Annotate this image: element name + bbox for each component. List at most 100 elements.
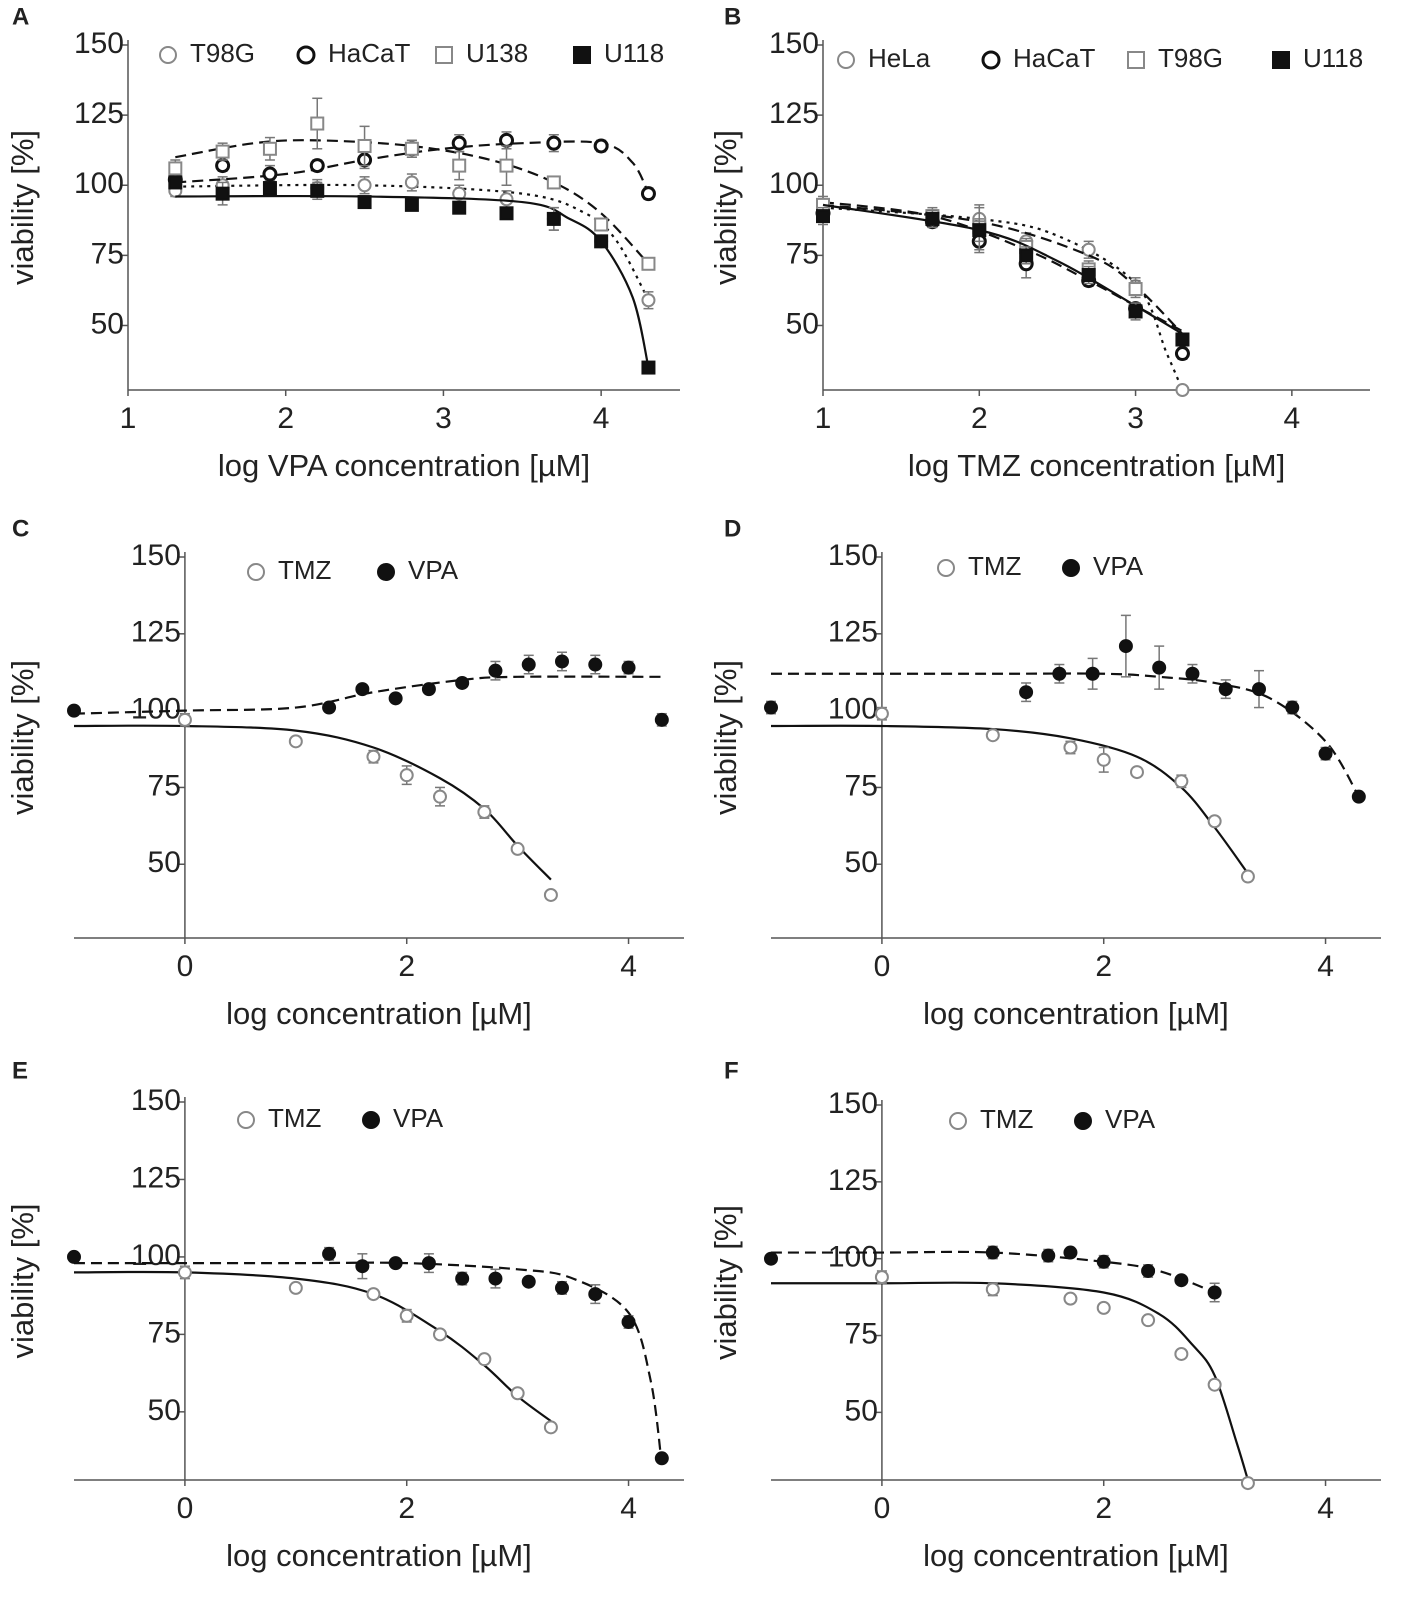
x-tick-label: 1 bbox=[815, 402, 832, 435]
marker bbox=[452, 200, 467, 215]
marker bbox=[404, 197, 419, 212]
x-axis-label: log concentration [µM] bbox=[923, 1538, 1229, 1573]
marker bbox=[499, 206, 514, 221]
x-tick-label: 2 bbox=[971, 402, 988, 435]
marker bbox=[215, 158, 231, 174]
panel-label: D bbox=[724, 515, 741, 542]
y-tick-label: 100 bbox=[828, 1241, 878, 1274]
marker bbox=[816, 209, 830, 224]
marker bbox=[1351, 789, 1366, 804]
y-tick-label: 125 bbox=[828, 616, 878, 649]
fit-curve bbox=[175, 139, 650, 265]
marker bbox=[1174, 774, 1189, 789]
marker bbox=[404, 175, 419, 190]
y-tick-label: 75 bbox=[845, 1317, 878, 1350]
legend-marker bbox=[573, 46, 591, 64]
y-tick-label: 125 bbox=[828, 1164, 878, 1197]
y-tick-label: 125 bbox=[131, 1161, 181, 1194]
panel: C 50 75 100 125 150 0 2 4 log concentration [µM] v… bbox=[5, 515, 684, 1031]
marker bbox=[1096, 1254, 1111, 1269]
fit-curve bbox=[771, 1250, 1216, 1294]
y-axis-label: viability [%] bbox=[708, 130, 743, 285]
legend-marker bbox=[837, 51, 855, 69]
marker bbox=[641, 360, 656, 375]
marker bbox=[1174, 1273, 1189, 1288]
marker bbox=[874, 1270, 889, 1285]
marker bbox=[357, 138, 372, 153]
y-tick-label: 50 bbox=[845, 846, 878, 879]
marker bbox=[499, 192, 514, 207]
legend-marker bbox=[362, 1111, 380, 1129]
marker bbox=[1019, 248, 1034, 263]
marker bbox=[1063, 740, 1078, 755]
y-tick-label: 100 bbox=[74, 167, 124, 200]
marker bbox=[1081, 268, 1096, 282]
marker bbox=[1252, 682, 1266, 697]
y-tick-label: 50 bbox=[148, 846, 181, 879]
marker bbox=[1118, 639, 1133, 654]
panel: D 50 75 100 125 150 0 2 4 log concentration [µM] v… bbox=[708, 515, 1381, 1031]
marker bbox=[510, 841, 525, 856]
fit-curve bbox=[73, 675, 662, 715]
marker bbox=[985, 728, 1000, 743]
marker bbox=[355, 1259, 370, 1274]
marker bbox=[1285, 700, 1300, 715]
y-tick-label: 50 bbox=[845, 1394, 878, 1427]
marker bbox=[1207, 1285, 1222, 1300]
marker bbox=[1318, 746, 1333, 761]
marker bbox=[433, 789, 447, 804]
marker bbox=[641, 293, 656, 308]
marker bbox=[1130, 765, 1144, 780]
fit-curve bbox=[822, 203, 1184, 335]
panel: E 50 75 100 125 150 0 2 4 log concentration [µM] v… bbox=[5, 1057, 684, 1573]
marker bbox=[215, 144, 230, 159]
y-tick-label: 150 bbox=[131, 539, 181, 572]
marker bbox=[510, 1386, 525, 1401]
marker bbox=[1240, 1476, 1255, 1491]
marker bbox=[499, 158, 514, 173]
y-axis-label: viability [%] bbox=[5, 1203, 40, 1358]
marker bbox=[455, 675, 470, 690]
marker bbox=[1081, 242, 1096, 257]
marker bbox=[985, 1282, 1000, 1297]
x-tick-label: 4 bbox=[593, 402, 610, 435]
fit-curve bbox=[771, 1281, 1249, 1481]
marker bbox=[1063, 1291, 1078, 1306]
fit-curve bbox=[73, 724, 552, 881]
y-axis-label: viability [%] bbox=[5, 660, 40, 815]
y-tick-label: 50 bbox=[786, 307, 819, 340]
marker bbox=[366, 1287, 381, 1302]
marker bbox=[322, 700, 337, 715]
marker bbox=[546, 175, 561, 190]
marker bbox=[455, 1271, 470, 1286]
legend-label: HeLa bbox=[868, 43, 931, 73]
legend-label: T98G bbox=[190, 38, 255, 68]
marker bbox=[262, 166, 278, 182]
x-tick-label: 4 bbox=[1317, 950, 1334, 983]
legend-label: T98G bbox=[1158, 43, 1223, 73]
legend-marker bbox=[237, 1111, 255, 1129]
y-tick-label: 125 bbox=[769, 97, 819, 130]
x-tick-label: 2 bbox=[398, 950, 415, 983]
marker bbox=[322, 1246, 337, 1261]
y-tick-label: 150 bbox=[74, 27, 124, 60]
x-axis-label: log TMZ concentration [µM] bbox=[908, 448, 1285, 483]
legend-marker bbox=[377, 563, 395, 581]
y-axis-label: viability [%] bbox=[708, 1205, 743, 1360]
marker bbox=[1175, 332, 1190, 347]
fit-curve bbox=[175, 183, 650, 301]
legend-marker bbox=[949, 1112, 967, 1130]
x-tick-label: 0 bbox=[177, 1492, 194, 1525]
marker bbox=[555, 1280, 569, 1295]
panel: B 50 75 100 125 150 1 2 3 4 log TMZ concentration … bbox=[708, 3, 1370, 483]
x-tick-label: 2 bbox=[398, 1492, 415, 1525]
marker bbox=[310, 183, 325, 198]
legend-marker bbox=[1062, 559, 1080, 577]
marker bbox=[309, 158, 325, 174]
y-tick-label: 100 bbox=[131, 1239, 181, 1272]
fit-curve bbox=[771, 672, 1360, 798]
fit-curve bbox=[74, 1261, 663, 1465]
y-tick-label: 150 bbox=[769, 27, 819, 60]
legend-label: HaCaT bbox=[1013, 43, 1095, 73]
y-tick-label: 50 bbox=[91, 307, 124, 340]
